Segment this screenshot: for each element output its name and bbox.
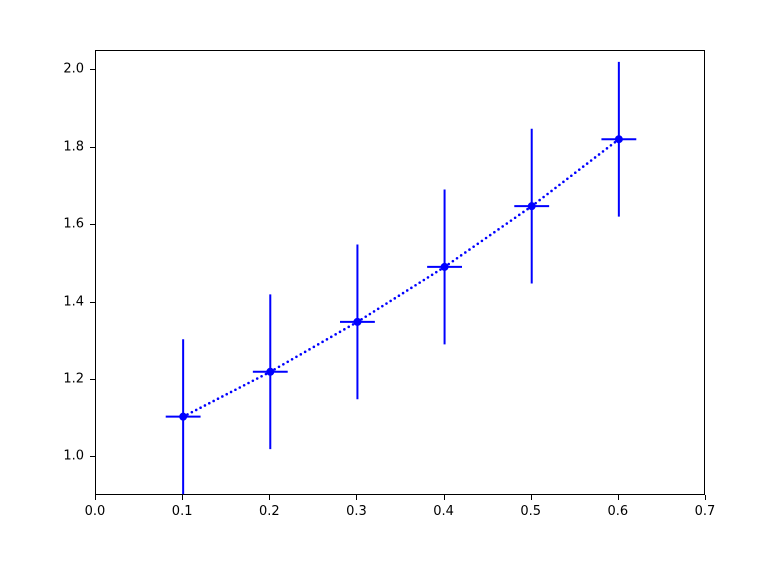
- ytick-mark: [90, 456, 95, 457]
- xtick-label: 0.1: [172, 504, 193, 519]
- series-line: [182, 138, 620, 418]
- ytick-mark: [90, 147, 95, 148]
- xtick-mark: [531, 495, 532, 500]
- xtick-label: 0.2: [259, 504, 280, 519]
- xtick-label: 0.7: [695, 504, 716, 519]
- xtick-label: 0.3: [346, 504, 367, 519]
- figure: 0.0 0.1 0.2 0.3 0.4 0.5 0.6 0.7 1.0 1.2 1.4 1.6 1.8 2…: [0, 0, 760, 574]
- ytick-mark: [90, 302, 95, 303]
- xtick-mark: [444, 495, 445, 500]
- ytick-mark: [90, 379, 95, 380]
- ytick-label: 2.0: [63, 62, 84, 77]
- xtick-mark: [95, 495, 96, 500]
- ytick-label: 1.2: [63, 371, 84, 386]
- ytick-mark: [90, 69, 95, 70]
- ytick-label: 1.0: [63, 449, 84, 464]
- xtick-label: 0.6: [608, 504, 629, 519]
- error-bars: [166, 62, 637, 494]
- xtick-mark: [182, 495, 183, 500]
- xtick-mark: [356, 495, 357, 500]
- xtick-label: 0.5: [520, 504, 541, 519]
- series-markers: [179, 135, 623, 420]
- ytick-label: 1.6: [63, 217, 84, 232]
- ytick-label: 1.4: [63, 294, 84, 309]
- xtick-mark: [618, 495, 619, 500]
- ytick-mark: [90, 224, 95, 225]
- xtick-label: 0.4: [433, 504, 454, 519]
- xtick-mark: [705, 495, 706, 500]
- xtick-label: 0.0: [85, 504, 106, 519]
- plot-area: [96, 51, 706, 496]
- chart-axes: [95, 50, 705, 495]
- xtick-mark: [269, 495, 270, 500]
- ytick-label: 1.8: [63, 139, 84, 154]
